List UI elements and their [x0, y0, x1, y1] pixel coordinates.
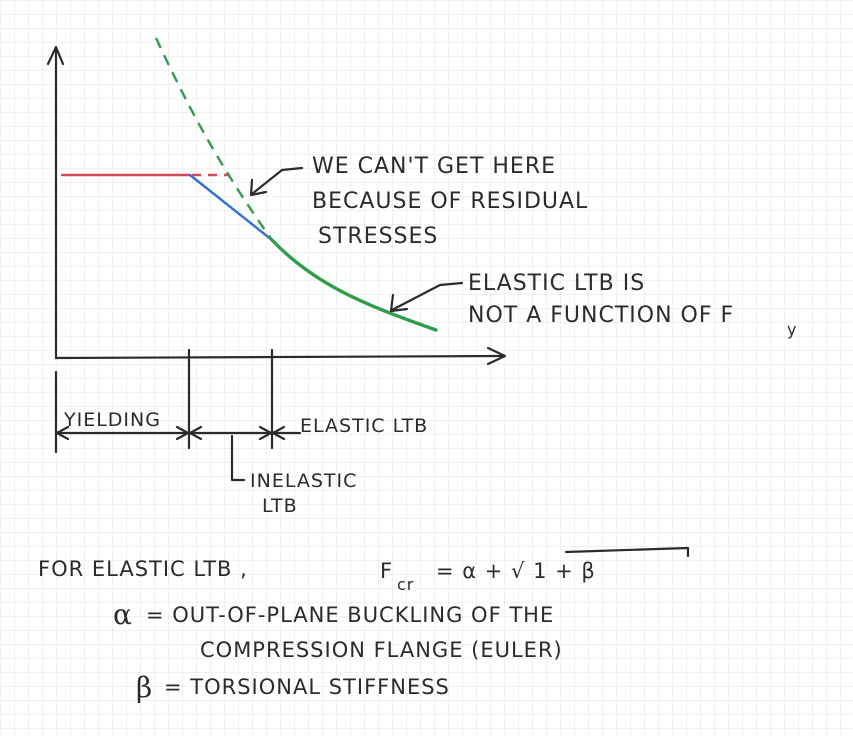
annotation-text: WE CAN'T GET HERE BECAUSE OF RESIDUAL ST… — [312, 154, 797, 339]
inelastic-range-arrowhead-right — [258, 425, 273, 441]
equation-rhs: = α + √ 1 + β — [436, 559, 596, 583]
callouts — [249, 166, 464, 313]
strength-curves — [60, 37, 438, 332]
elastic-ltb-pointer — [390, 281, 464, 312]
equation-prefix: FOR ELASTIC LTB , — [38, 557, 248, 581]
zone-markers — [54, 348, 302, 482]
elastic-range-arrowhead-left — [271, 425, 286, 441]
inelastic-ltb-line — [188, 173, 274, 242]
radical-overbar — [564, 546, 690, 558]
euler-dashed-curve — [154, 37, 273, 241]
inelastic-label-leader — [230, 434, 246, 482]
residual-stress-pointer — [250, 166, 304, 196]
residual-stress-pointer-arrowhead — [249, 178, 268, 197]
x-axis-arrowhead — [486, 346, 507, 366]
elastic-ltb-label: ELASTIC LTB — [300, 415, 428, 437]
beta-definition: = TORSIONAL STIFFNESS — [164, 675, 450, 699]
axes — [46, 45, 507, 366]
y-axis-arrowhead — [46, 45, 65, 66]
alpha-symbol: α — [113, 598, 132, 631]
inelastic-label-line-1: INELASTIC — [250, 470, 357, 492]
elastic-note-line-1: ELASTIC LTB IS — [468, 271, 645, 296]
elastic-ltb-pointer-arrowhead — [389, 293, 409, 313]
f-symbol: F — [380, 559, 393, 583]
yielding-range-arrowhead-left — [55, 425, 70, 441]
alpha-definition-line-1: = OUT-OF-PLANE BUCKLING OF THE — [146, 603, 554, 627]
equation-block: FOR ELASTIC LTB , F cr = α + √ 1 + β α =… — [38, 546, 690, 704]
beta-symbol: β — [136, 671, 152, 704]
zone-labels: YIELDING ELASTIC LTB INELASTIC LTB — [63, 409, 428, 517]
residual-note-line-3: STRESSES — [318, 224, 438, 249]
residual-note-line-2: BECAUSE OF RESIDUAL — [312, 189, 588, 214]
residual-note-line-1: WE CAN'T GET HERE — [312, 154, 556, 179]
elastic-ltb-curve — [270, 238, 438, 332]
yielding-label: YIELDING — [63, 409, 161, 431]
inelastic-range-arrowhead-left — [188, 425, 203, 441]
x-axis — [54, 354, 505, 360]
cr-subscript: cr — [397, 575, 414, 594]
elastic-note-subscript: y — [787, 320, 797, 339]
elastic-note-line-2: NOT A FUNCTION OF F — [468, 303, 734, 328]
yielding-range-arrowhead-right — [175, 425, 190, 441]
inelastic-label-line-2: LTB — [262, 495, 298, 517]
alpha-definition-line-2: COMPRESSION FLANGE (EULER) — [200, 638, 563, 662]
